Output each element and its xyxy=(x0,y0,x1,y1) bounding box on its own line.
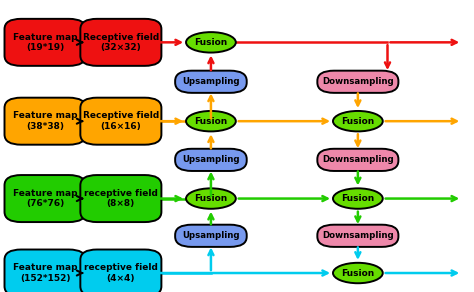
FancyBboxPatch shape xyxy=(175,149,246,171)
Text: Fusion: Fusion xyxy=(341,194,374,203)
Text: receptive field
(8×8): receptive field (8×8) xyxy=(84,189,158,208)
Ellipse shape xyxy=(186,111,236,131)
Text: Upsampling: Upsampling xyxy=(182,155,240,164)
Text: Downsampling: Downsampling xyxy=(322,231,394,240)
Ellipse shape xyxy=(333,263,383,283)
FancyBboxPatch shape xyxy=(318,149,398,171)
FancyBboxPatch shape xyxy=(318,225,398,247)
Text: Feature map
(152*152): Feature map (152*152) xyxy=(13,263,77,283)
Text: Upsampling: Upsampling xyxy=(182,231,240,240)
FancyBboxPatch shape xyxy=(175,71,246,93)
Ellipse shape xyxy=(333,111,383,131)
Ellipse shape xyxy=(186,32,236,53)
Text: Receptive field
(16×16): Receptive field (16×16) xyxy=(83,112,159,131)
Ellipse shape xyxy=(186,188,236,209)
Text: Downsampling: Downsampling xyxy=(322,77,394,86)
Text: Fusion: Fusion xyxy=(194,117,228,126)
Text: Downsampling: Downsampling xyxy=(322,155,394,164)
FancyBboxPatch shape xyxy=(5,19,85,66)
Text: Fusion: Fusion xyxy=(341,117,374,126)
FancyBboxPatch shape xyxy=(5,98,85,145)
Text: Receptive field
(32×32): Receptive field (32×32) xyxy=(83,33,159,52)
Text: Feature map
(19*19): Feature map (19*19) xyxy=(13,33,77,52)
FancyBboxPatch shape xyxy=(5,249,85,292)
FancyBboxPatch shape xyxy=(80,249,161,292)
FancyBboxPatch shape xyxy=(175,225,246,247)
FancyBboxPatch shape xyxy=(80,19,161,66)
Text: Feature map
(76*76): Feature map (76*76) xyxy=(13,189,77,208)
Text: receptive field
(4×4): receptive field (4×4) xyxy=(84,263,158,283)
FancyBboxPatch shape xyxy=(80,98,161,145)
Text: Fusion: Fusion xyxy=(341,269,374,277)
Text: Feature map
(38*38): Feature map (38*38) xyxy=(13,112,77,131)
FancyBboxPatch shape xyxy=(80,175,161,222)
Ellipse shape xyxy=(333,188,383,209)
Text: Fusion: Fusion xyxy=(194,38,228,47)
Text: Fusion: Fusion xyxy=(194,194,228,203)
Text: Upsampling: Upsampling xyxy=(182,77,240,86)
FancyBboxPatch shape xyxy=(5,175,85,222)
FancyBboxPatch shape xyxy=(318,71,398,93)
